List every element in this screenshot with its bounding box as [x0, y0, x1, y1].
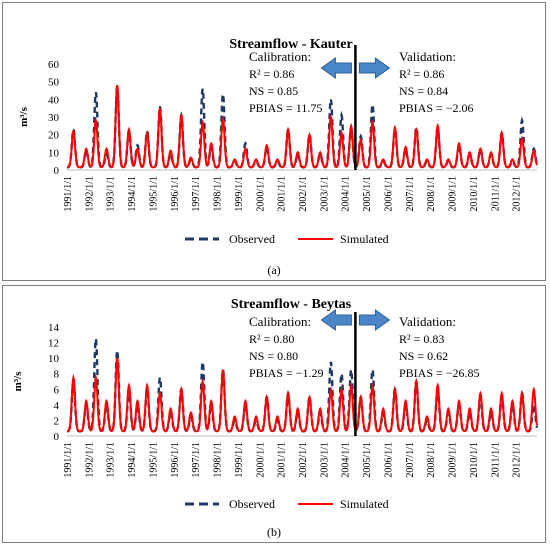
x-tick-label: 1997/1/1 [191, 176, 202, 212]
x-tick-label: 2005/1/1 [362, 442, 373, 478]
series-line-observed [67, 338, 539, 433]
x-tick-label: 2012/1/1 [512, 176, 523, 212]
y-tick-label: 40 [48, 94, 60, 106]
y-tick-label: 12 [48, 338, 59, 350]
x-tick-label: 1991/1/1 [63, 442, 74, 478]
calibration-arrow [320, 57, 352, 79]
panel-beytas: Streamflow - Beytas m³/s 0 2 4 6 8 10 12 14 1991/1… [2, 285, 546, 543]
panel-label: (b) [267, 525, 281, 539]
legend-observed-label: Observed [229, 497, 275, 511]
y-tick-label: 4 [54, 400, 60, 412]
y-tick-label: 14 [48, 322, 60, 334]
x-tick-label: 1995/1/1 [148, 176, 159, 212]
x-tick-label: 2003/1/1 [319, 176, 330, 212]
x-tick-label: 2010/1/1 [469, 442, 480, 478]
x-tick-label: 2004/1/1 [341, 442, 352, 478]
x-tick-label: 1998/1/1 [213, 176, 224, 212]
x-tick-label: 1993/1/1 [106, 442, 117, 478]
x-tick-label: 1991/1/1 [63, 176, 74, 212]
y-tick-label: 50 [48, 77, 60, 89]
calibration-ns: NS = 0.85 [249, 84, 298, 98]
calibration-arrow [320, 309, 352, 331]
x-tick-label: 2012/1/1 [512, 442, 523, 478]
x-tick-label: 2002/1/1 [298, 176, 309, 212]
x-tick-label: 2002/1/1 [298, 442, 309, 478]
x-tick-label: 2008/1/1 [426, 442, 437, 478]
chart-beytas: Streamflow - Beytas m³/s 0 2 4 6 8 10 12 14 1991/1… [12, 297, 539, 511]
x-tick-label: 1992/1/1 [84, 176, 95, 212]
y-tick-label: 2 [54, 415, 60, 427]
x-tick-label: 1998/1/1 [213, 442, 224, 478]
x-tick-label: 2004/1/1 [341, 176, 352, 212]
validation-ns: NS = 0.62 [399, 349, 448, 363]
x-tick-label: 1995/1/1 [148, 442, 159, 478]
y-tick-label: 0 [54, 431, 60, 443]
x-tick-label: 1992/1/1 [84, 442, 95, 478]
calibration-header: Calibration: [249, 49, 311, 64]
validation-ns: NS = 0.84 [399, 84, 448, 98]
validation-pbias: PBIAS = −2.06 [399, 101, 474, 115]
validation-r2: R² = 0.83 [399, 332, 444, 346]
x-tick-label: 2007/1/1 [405, 176, 416, 212]
x-tick-label: 1993/1/1 [106, 176, 117, 212]
x-tick-label: 2006/1/1 [383, 442, 394, 478]
validation-header: Validation: [399, 314, 456, 329]
x-tick-label: 2005/1/1 [362, 176, 373, 212]
x-tick-label: 1997/1/1 [191, 442, 202, 478]
calibration-ns: NS = 0.80 [249, 349, 298, 363]
y-axis-label: m³/s [18, 106, 30, 127]
calibration-pbias: PBIAS = −1.29 [249, 366, 324, 380]
x-tick-label: 1996/1/1 [170, 176, 181, 212]
chart-title: Streamflow - Beytas [231, 297, 352, 312]
y-tick-label: 8 [54, 369, 60, 381]
x-tick-label: 1999/1/1 [234, 442, 245, 478]
series-line-simulated [67, 357, 538, 433]
x-tick-label: 1994/1/1 [127, 442, 138, 478]
y-tick-label: 10 [48, 353, 60, 365]
x-tick-label: 2011/1/1 [490, 442, 501, 477]
y-tick-label: 0 [54, 165, 60, 177]
x-tick-label: 2008/1/1 [426, 176, 437, 212]
panel-kauter: Streamflow - Kauter m³/s 0 10 20 30 40 50 60 1991… [2, 2, 546, 281]
x-tick-label: 2010/1/1 [469, 176, 480, 212]
x-tick-label: 1996/1/1 [170, 442, 181, 478]
x-tick-label: 2000/1/1 [255, 442, 266, 478]
x-tick-label: 2009/1/1 [448, 442, 459, 478]
x-tick-label: 2001/1/1 [277, 176, 288, 212]
y-tick-label: 60 [48, 59, 60, 71]
chart-title: Streamflow - Kauter [229, 37, 352, 52]
validation-header: Validation: [399, 49, 456, 64]
validation-r2: R² = 0.86 [399, 67, 444, 81]
calibration-r2: R² = 0.80 [249, 332, 294, 346]
legend-observed-label: Observed [229, 232, 275, 246]
y-tick-label: 10 [48, 147, 60, 159]
x-tick-label: 2011/1/1 [490, 176, 501, 211]
series-line-simulated [67, 85, 538, 169]
calibration-header: Calibration: [249, 314, 311, 329]
calibration-pbias: PBIAS = 11.75 [249, 101, 322, 115]
legend-simulated-label: Simulated [340, 497, 389, 511]
x-tick-label: 2001/1/1 [277, 442, 288, 478]
validation-arrow [358, 309, 391, 331]
series-line-observed [67, 86, 539, 169]
y-axis-label: m³/s [12, 371, 24, 392]
y-tick-label: 20 [48, 130, 60, 142]
validation-arrow [358, 57, 391, 79]
chart-kauter: Streamflow - Kauter m³/s 0 10 20 30 40 50 60 1991… [18, 37, 539, 246]
calibration-r2: R² = 0.86 [249, 67, 294, 81]
y-tick-label: 6 [54, 384, 60, 396]
x-tick-label: 1999/1/1 [234, 176, 245, 212]
x-tick-label: 2009/1/1 [448, 176, 459, 212]
legend-simulated-label: Simulated [340, 232, 389, 246]
y-tick-label: 30 [48, 112, 60, 124]
panel-label: (a) [267, 263, 281, 277]
x-tick-label: 2000/1/1 [255, 176, 266, 212]
x-tick-label: 2007/1/1 [405, 442, 416, 478]
x-tick-label: 2003/1/1 [319, 442, 330, 478]
x-tick-label: 2006/1/1 [383, 176, 394, 212]
validation-pbias: PBIAS = −26.85 [399, 366, 480, 380]
x-tick-label: 1994/1/1 [127, 176, 138, 212]
